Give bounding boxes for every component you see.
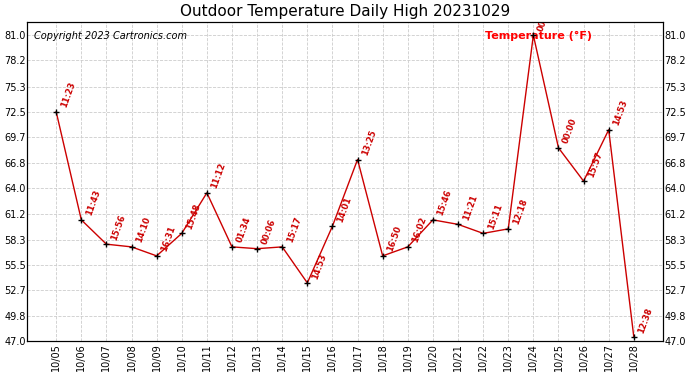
Text: 14:10: 14:10 <box>135 216 152 244</box>
Text: 00:00: 00:00 <box>562 117 579 145</box>
Text: 11:43: 11:43 <box>84 189 102 217</box>
Text: 15:11: 15:11 <box>486 202 504 231</box>
Text: 11:21: 11:21 <box>461 194 479 222</box>
Text: 14:53: 14:53 <box>612 99 629 127</box>
Text: 15:56: 15:56 <box>110 213 127 242</box>
Text: 01:34: 01:34 <box>235 216 253 244</box>
Text: 13:25: 13:25 <box>361 129 378 157</box>
Text: 15:46: 15:46 <box>436 189 453 217</box>
Text: 15:48: 15:48 <box>185 202 202 231</box>
Text: 00:00: 00:00 <box>536 4 554 33</box>
Text: 14:01: 14:01 <box>335 195 353 223</box>
Text: 00:06: 00:06 <box>260 218 277 246</box>
Text: 15:57: 15:57 <box>586 150 604 178</box>
Text: 12:18: 12:18 <box>511 198 529 226</box>
Text: 16:50: 16:50 <box>386 225 403 253</box>
Text: 15:17: 15:17 <box>285 216 303 244</box>
Text: Temperature (°F): Temperature (°F) <box>485 32 592 41</box>
Text: Copyright 2023 Cartronics.com: Copyright 2023 Cartronics.com <box>34 32 187 41</box>
Text: 16:02: 16:02 <box>411 216 428 244</box>
Text: 11:12: 11:12 <box>210 162 228 190</box>
Text: 11:23: 11:23 <box>59 81 77 109</box>
Text: 16:31: 16:31 <box>159 225 177 253</box>
Text: 12:38: 12:38 <box>637 306 654 334</box>
Text: 14:53: 14:53 <box>310 252 328 280</box>
Title: Outdoor Temperature Daily High 20231029: Outdoor Temperature Daily High 20231029 <box>180 4 510 19</box>
